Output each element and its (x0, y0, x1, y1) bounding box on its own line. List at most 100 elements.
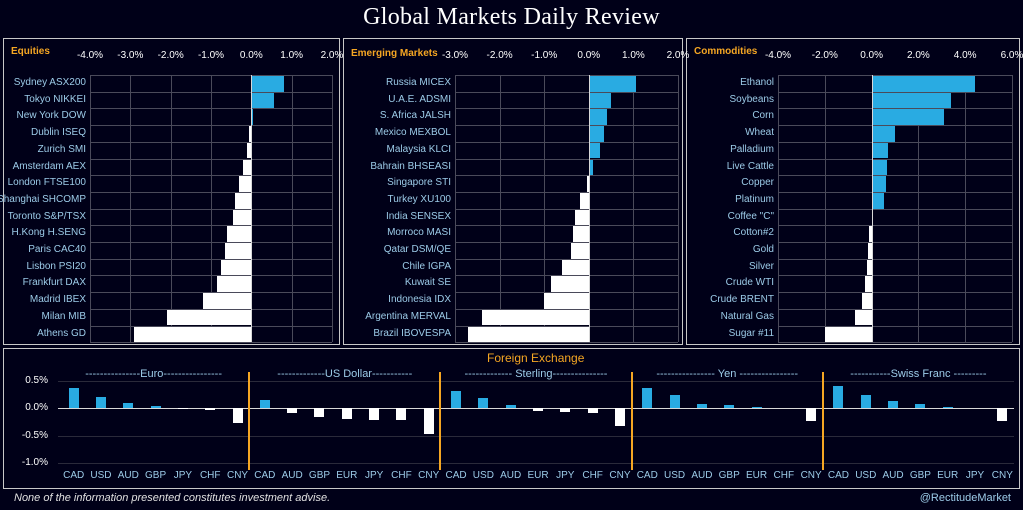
equities-tick-label: -1.0% (197, 50, 225, 61)
fx-bar (833, 386, 844, 409)
equities-row-line (90, 258, 332, 260)
commodities-tick-label: 2.0% (906, 50, 930, 61)
emerging-bar (588, 126, 605, 142)
equities-bar (243, 159, 252, 176)
equities-bar (251, 76, 284, 92)
emerging-category-label: Argentina MERVAL (365, 310, 451, 322)
fx-category-label: JPY (173, 470, 193, 481)
equities-bar (249, 126, 252, 142)
commodities-category-label: Cotton#2 (733, 227, 774, 239)
page-title: Global Markets Daily Review (363, 4, 660, 30)
equities-bar (235, 192, 252, 209)
fx-category-label: GBP (909, 470, 931, 481)
equities-title: Equities (11, 46, 50, 57)
commodities-gridline (1012, 75, 1013, 343)
fx-bar (287, 408, 298, 413)
commodities-bar (871, 159, 887, 176)
fx-group-label: ---------------Euro---------------- (85, 368, 222, 380)
emerging-category-label: Morroco MASI (387, 227, 451, 239)
commodities-tick-label: -4.0% (764, 50, 792, 61)
equities-category-label: Paris CAC40 (28, 244, 86, 255)
equities-panel: Equities (3, 38, 340, 345)
commodities-bar (871, 109, 945, 126)
equities-row-line (90, 108, 332, 110)
fx-bar (860, 394, 871, 409)
fx-bar (478, 398, 489, 409)
equities-row-line (90, 225, 332, 227)
emerging-category-label: Bahrain BHSEASI (370, 160, 451, 172)
equities-bar (251, 92, 274, 109)
emerging-bar (468, 326, 589, 343)
emerging-row-line (455, 275, 678, 277)
equities-category-label: H.Kong H.SENG (11, 227, 86, 239)
emerging-bar (588, 92, 612, 109)
emerging-category-label: Turkey XU100 (387, 193, 451, 205)
fx-panel (3, 348, 1020, 489)
fx-bar (724, 405, 735, 409)
equities-bar (217, 276, 252, 293)
commodities-category-label: Live Cattle (726, 160, 774, 172)
fx-category-label: CHF (199, 470, 221, 481)
commodities-bar (869, 226, 872, 242)
commodities-row-line (778, 125, 1012, 127)
fx-bar (95, 397, 106, 409)
emerging-row-line (455, 308, 678, 310)
equities-row-line (90, 175, 332, 177)
fx-bar (123, 402, 134, 409)
fx-group-label: -------------US Dollar----------- (277, 368, 413, 380)
commodities-bar (871, 142, 888, 159)
commodities-row-line (778, 208, 1012, 210)
commodities-category-label: Natural Gas (720, 310, 774, 322)
fx-category-label: AUD (500, 470, 522, 481)
fx-category-label: CNY (800, 470, 822, 481)
fx-bar (259, 400, 270, 409)
fx-category-label: USD (472, 470, 494, 481)
emerging-bar (588, 109, 607, 126)
commodities-category-label: Sugar #11 (728, 327, 774, 339)
commodities-tick-label: -2.0% (811, 50, 838, 61)
equities-row-line (90, 158, 332, 160)
commodities-bar (871, 176, 886, 192)
emerging-bar (573, 226, 589, 242)
fx-category-label: CNY (418, 470, 440, 481)
emerging-category-label: Kuwait SE (404, 277, 451, 289)
fx-bar (369, 408, 380, 421)
emerging-bar (588, 142, 600, 159)
emerging-category-label: Malaysia KLCI (386, 143, 451, 155)
fx-group-separator (821, 372, 824, 470)
fx-group-label: ------------- Sterling--------------- (464, 368, 608, 380)
commodities-bar (871, 76, 975, 92)
emerging-tick-label: -3.0% (441, 50, 469, 61)
fx-category-label: JPY (556, 470, 575, 481)
emerging-row-line (455, 208, 678, 210)
commodities-category-label: Coffee "C" (727, 210, 774, 222)
equities-category-label: Madrid IBEX (29, 294, 86, 306)
emerging-gridline (678, 75, 679, 343)
fx-bar (997, 408, 1008, 421)
commodities-row-line (778, 325, 1012, 327)
fx-category-label: EUR (937, 470, 959, 481)
emerging-bar (570, 243, 589, 259)
fx-y-tick-label: -1.0% (21, 457, 48, 468)
commodities-title: Commodities (694, 46, 758, 57)
equities-row-line (90, 91, 332, 93)
fx-bar (806, 408, 817, 421)
equities-bar (247, 142, 252, 159)
commodities-tick-label: 0.0% (860, 50, 883, 61)
equities-category-label: Milan MIB (41, 310, 86, 322)
equities-category-label: New York DOW (16, 110, 86, 122)
equities-category-label: Toronto S&P/TSX (7, 210, 86, 222)
commodities-bar (862, 293, 872, 309)
fx-category-label: JPY (965, 470, 985, 481)
fx-group-separator (630, 372, 633, 470)
commodities-row-line (778, 191, 1012, 193)
fx-bar (560, 408, 571, 412)
equities-category-label: Shanghai SHCOMP (0, 193, 86, 205)
equities-bar (251, 109, 254, 126)
commodities-row-line (778, 158, 1012, 160)
fx-bar (150, 405, 161, 409)
emerging-row-line (455, 75, 678, 76)
emerging-title: Emerging Markets (351, 48, 438, 59)
fx-group-separator (439, 372, 442, 470)
